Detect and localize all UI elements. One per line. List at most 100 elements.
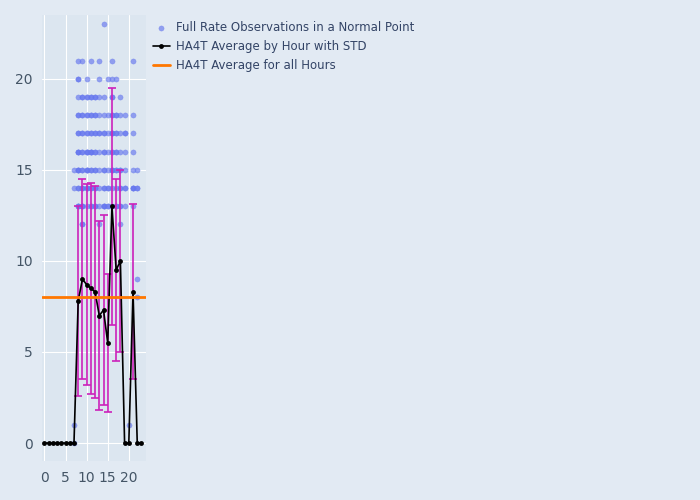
Full Rate Observations in a Normal Point [127,130,139,138]
Full Rate Observations in a Normal Point [106,202,118,210]
Full Rate Observations in a Normal Point [77,93,88,101]
Full Rate Observations in a Normal Point [106,93,118,101]
Full Rate Observations in a Normal Point [94,130,105,138]
Full Rate Observations in a Normal Point [73,130,84,138]
Full Rate Observations in a Normal Point [85,56,97,64]
Full Rate Observations in a Normal Point [123,421,134,429]
Full Rate Observations in a Normal Point [73,166,84,174]
Full Rate Observations in a Normal Point [81,184,92,192]
Full Rate Observations in a Normal Point [98,130,109,138]
Full Rate Observations in a Normal Point [98,166,109,174]
Full Rate Observations in a Normal Point [111,184,122,192]
Full Rate Observations in a Normal Point [106,130,118,138]
Full Rate Observations in a Normal Point [119,166,130,174]
Full Rate Observations in a Normal Point [73,202,84,210]
Full Rate Observations in a Normal Point [102,111,113,119]
Full Rate Observations in a Normal Point [81,184,92,192]
Full Rate Observations in a Normal Point [81,148,92,156]
Full Rate Observations in a Normal Point [81,148,92,156]
Full Rate Observations in a Normal Point [81,166,92,174]
HA4T Average by Hour with STD [87,285,95,291]
HA4T Average by Hour with STD [74,298,83,304]
Full Rate Observations in a Normal Point [119,184,130,192]
HA4T Average by Hour with STD [62,440,70,446]
Full Rate Observations in a Normal Point [106,111,118,119]
Full Rate Observations in a Normal Point [115,202,126,210]
Full Rate Observations in a Normal Point [115,166,126,174]
Full Rate Observations in a Normal Point [106,148,118,156]
Full Rate Observations in a Normal Point [106,184,118,192]
Full Rate Observations in a Normal Point [102,202,113,210]
Full Rate Observations in a Normal Point [115,130,126,138]
Full Rate Observations in a Normal Point [106,130,118,138]
Full Rate Observations in a Normal Point [77,220,88,228]
HA4T Average by Hour with STD [49,440,57,446]
Full Rate Observations in a Normal Point [73,111,84,119]
Full Rate Observations in a Normal Point [81,93,92,101]
HA4T Average by Hour with STD [116,258,125,264]
Full Rate Observations in a Normal Point [98,184,109,192]
Full Rate Observations in a Normal Point [111,148,122,156]
Full Rate Observations in a Normal Point [85,184,97,192]
Full Rate Observations in a Normal Point [90,184,101,192]
Full Rate Observations in a Normal Point [90,111,101,119]
Full Rate Observations in a Normal Point [127,148,139,156]
Full Rate Observations in a Normal Point [127,56,139,64]
Full Rate Observations in a Normal Point [77,166,88,174]
Full Rate Observations in a Normal Point [106,111,118,119]
Full Rate Observations in a Normal Point [111,75,122,83]
HA4T Average by Hour with STD [125,440,133,446]
Full Rate Observations in a Normal Point [69,421,80,429]
Full Rate Observations in a Normal Point [85,202,97,210]
Full Rate Observations in a Normal Point [111,130,122,138]
Full Rate Observations in a Normal Point [81,130,92,138]
Full Rate Observations in a Normal Point [90,202,101,210]
Full Rate Observations in a Normal Point [73,148,84,156]
Full Rate Observations in a Normal Point [77,148,88,156]
Full Rate Observations in a Normal Point [111,111,122,119]
Full Rate Observations in a Normal Point [94,93,105,101]
HA4T Average by Hour with STD [78,276,87,282]
Full Rate Observations in a Normal Point [81,75,92,83]
Full Rate Observations in a Normal Point [132,184,143,192]
Full Rate Observations in a Normal Point [102,75,113,83]
Full Rate Observations in a Normal Point [85,166,97,174]
Full Rate Observations in a Normal Point [119,184,130,192]
Full Rate Observations in a Normal Point [102,184,113,192]
HA4T Average by Hour with STD [129,289,137,295]
Full Rate Observations in a Normal Point [73,148,84,156]
Full Rate Observations in a Normal Point [94,220,105,228]
HA4T Average by Hour with STD [95,312,104,318]
Full Rate Observations in a Normal Point [90,166,101,174]
Full Rate Observations in a Normal Point [90,111,101,119]
Full Rate Observations in a Normal Point [69,439,80,447]
Full Rate Observations in a Normal Point [94,75,105,83]
Full Rate Observations in a Normal Point [127,184,139,192]
Full Rate Observations in a Normal Point [94,202,105,210]
Full Rate Observations in a Normal Point [132,275,143,283]
Full Rate Observations in a Normal Point [73,202,84,210]
Full Rate Observations in a Normal Point [85,111,97,119]
Full Rate Observations in a Normal Point [106,75,118,83]
Full Rate Observations in a Normal Point [94,130,105,138]
Full Rate Observations in a Normal Point [98,148,109,156]
Full Rate Observations in a Normal Point [85,148,97,156]
Full Rate Observations in a Normal Point [73,202,84,210]
Full Rate Observations in a Normal Point [111,130,122,138]
Full Rate Observations in a Normal Point [102,130,113,138]
Full Rate Observations in a Normal Point [85,148,97,156]
Line: HA4T Average by Hour with STD: HA4T Average by Hour with STD [42,204,144,446]
Full Rate Observations in a Normal Point [106,56,118,64]
Full Rate Observations in a Normal Point [77,202,88,210]
Full Rate Observations in a Normal Point [119,130,130,138]
Full Rate Observations in a Normal Point [77,202,88,210]
HA4T Average by Hour with STD [133,440,141,446]
Full Rate Observations in a Normal Point [73,184,84,192]
Full Rate Observations in a Normal Point [85,202,97,210]
Full Rate Observations in a Normal Point [98,184,109,192]
Full Rate Observations in a Normal Point [77,111,88,119]
Full Rate Observations in a Normal Point [98,202,109,210]
HA4T Average by Hour with STD [45,440,53,446]
Full Rate Observations in a Normal Point [73,93,84,101]
Full Rate Observations in a Normal Point [111,148,122,156]
